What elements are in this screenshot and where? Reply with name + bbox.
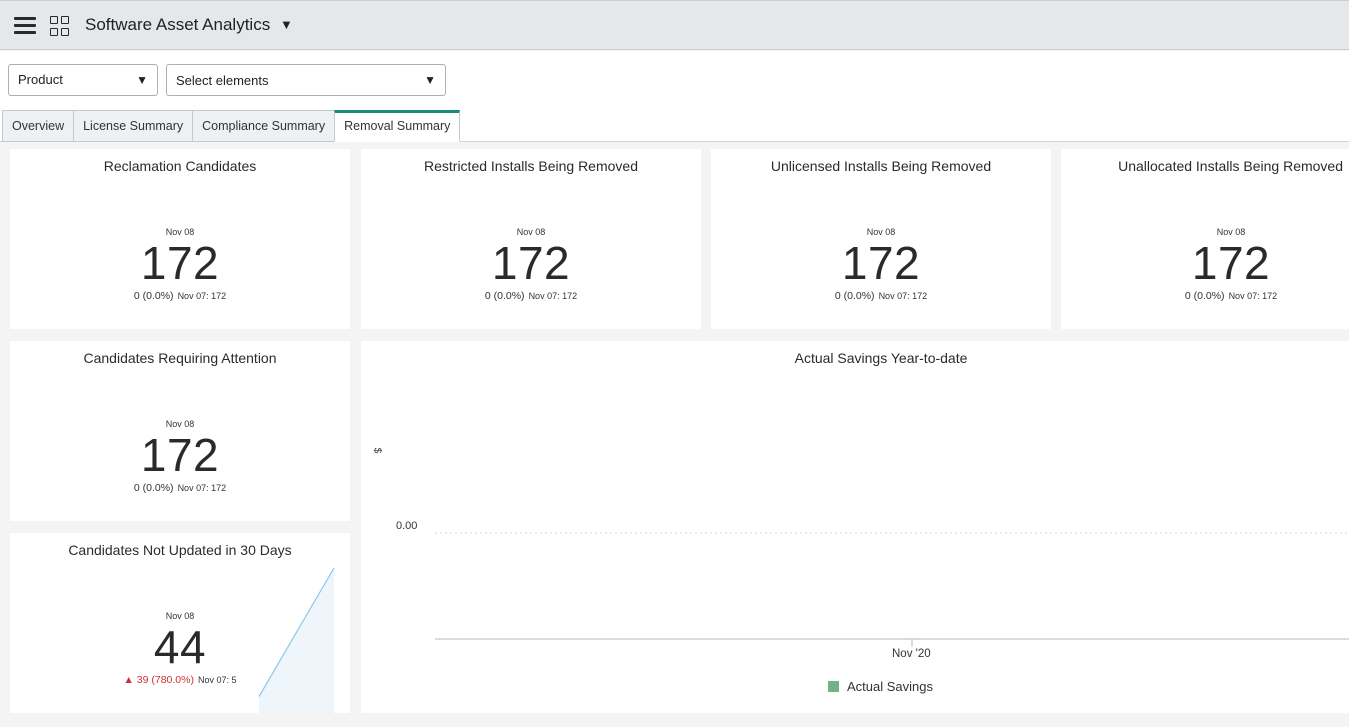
sparkline-line <box>258 567 335 697</box>
kpi-change: ▲ 39 (780.0%) Nov 07: 5 <box>10 674 350 686</box>
kpi-delta: 0 (0.0%) <box>1184 290 1225 302</box>
sparkline-chart <box>258 567 335 713</box>
kpi-previous: Nov 07: 172 <box>177 483 227 493</box>
card-title: Candidates Not Updated in 30 Days <box>68 542 292 558</box>
kpi-block: Nov 08 172 0 (0.0%) Nov 07: 172 <box>361 227 701 302</box>
unlicensed-installs-card[interactable]: Unlicensed Installs Being Removed Nov 08… <box>711 149 1051 329</box>
sparkline-area <box>259 568 334 713</box>
filter-toolbar: Product ▼ Select elements ▼ Overview Lic… <box>0 51 1349 142</box>
unallocated-installs-card[interactable]: Unallocated Installs Being Removed Nov 0… <box>1061 149 1349 329</box>
grid-icon[interactable] <box>50 16 70 36</box>
card-title: Restricted Installs Being Removed <box>424 158 638 174</box>
kpi-date: Nov 08 <box>1216 227 1246 237</box>
kpi-delta: 0 (0.0%) <box>133 290 174 302</box>
kpi-previous: Nov 07: 5 <box>197 675 237 685</box>
kpi-previous: Nov 07: 172 <box>878 291 928 301</box>
kpi-date: Nov 08 <box>165 611 195 621</box>
kpi-change: 0 (0.0%) Nov 07: 172 <box>711 290 1051 302</box>
bottom-edge <box>0 722 1349 727</box>
menu-icon[interactable] <box>14 17 36 35</box>
kpi-date: Nov 08 <box>866 227 896 237</box>
chart-plot-area <box>435 532 1349 647</box>
kpi-block: Nov 08 172 0 (0.0%) Nov 07: 172 <box>10 227 350 302</box>
kpi-date: Nov 08 <box>165 419 195 429</box>
card-title: Unallocated Installs Being Removed <box>1118 158 1343 174</box>
caret-down-icon[interactable]: ▼ <box>280 17 293 32</box>
kpi-value: 172 <box>491 237 571 289</box>
legend-swatch <box>828 681 839 692</box>
tab-compliance-summary[interactable]: Compliance Summary <box>192 110 335 142</box>
kpi-value: 172 <box>841 237 921 289</box>
chart-legend[interactable]: Actual Savings <box>828 679 933 694</box>
y-tick-label: 0.00 <box>396 520 418 532</box>
tab-overview[interactable]: Overview <box>2 110 74 142</box>
kpi-value: 44 <box>153 621 207 673</box>
kpi-block: Nov 08 172 0 (0.0%) Nov 07: 172 <box>1061 227 1349 302</box>
kpi-value: 172 <box>140 237 220 289</box>
kpi-delta: 0 (0.0%) <box>484 290 525 302</box>
kpi-previous: Nov 07: 172 <box>528 291 578 301</box>
product-dropdown-label: Product <box>18 72 63 87</box>
app-header: Software Asset Analytics ▼ <box>0 0 1349 50</box>
kpi-change: 0 (0.0%) Nov 07: 172 <box>361 290 701 302</box>
select-elements-dropdown[interactable]: Select elements ▼ <box>166 64 446 96</box>
kpi-delta: 0 (0.0%) <box>834 290 875 302</box>
kpi-change: 0 (0.0%) Nov 07: 172 <box>1061 290 1349 302</box>
kpi-previous: Nov 07: 172 <box>1228 291 1278 301</box>
product-dropdown[interactable]: Product ▼ <box>8 64 158 96</box>
tab-license-summary[interactable]: License Summary <box>73 110 193 142</box>
chart-title: Actual Savings Year-to-date <box>794 350 968 366</box>
kpi-delta: ▲ 39 (780.0%) <box>123 674 194 686</box>
kpi-value: 172 <box>1191 237 1271 289</box>
candidates-attention-card[interactable]: Candidates Requiring Attention Nov 08 17… <box>10 341 350 521</box>
kpi-value: 172 <box>140 429 220 481</box>
kpi-block: Nov 08 172 0 (0.0%) Nov 07: 172 <box>711 227 1051 302</box>
legend-label: Actual Savings <box>847 679 933 694</box>
select-elements-label: Select elements <box>176 73 269 88</box>
tab-bar: Overview License Summary Compliance Summ… <box>2 110 461 142</box>
card-title: Unlicensed Installs Being Removed <box>770 158 992 174</box>
kpi-previous: Nov 07: 172 <box>177 291 227 301</box>
kpi-date: Nov 08 <box>516 227 546 237</box>
caret-down-icon: ▼ <box>136 73 148 87</box>
reclamation-candidates-card[interactable]: Reclamation Candidates Nov 08 172 0 (0.0… <box>10 149 350 329</box>
kpi-block: Nov 08 44 ▲ 39 (780.0%) Nov 07: 5 <box>10 611 350 686</box>
caret-down-icon: ▼ <box>424 73 436 87</box>
kpi-change: 0 (0.0%) Nov 07: 172 <box>10 290 350 302</box>
card-title: Candidates Requiring Attention <box>83 350 277 366</box>
app-title: Software Asset Analytics <box>85 15 271 34</box>
kpi-delta: 0 (0.0%) <box>133 482 174 494</box>
card-title: Reclamation Candidates <box>103 158 257 174</box>
actual-savings-chart-card[interactable]: Actual Savings Year-to-date $ 0.00 Nov '… <box>361 341 1349 713</box>
x-tick-label: Nov '20 <box>892 648 931 660</box>
tab-removal-summary[interactable]: Removal Summary <box>334 110 461 142</box>
candidates-not-updated-card[interactable]: Candidates Not Updated in 30 Days Nov 08… <box>10 533 350 713</box>
kpi-block: Nov 08 172 0 (0.0%) Nov 07: 172 <box>10 419 350 494</box>
restricted-installs-card[interactable]: Restricted Installs Being Removed Nov 08… <box>361 149 701 329</box>
kpi-change: 0 (0.0%) Nov 07: 172 <box>10 482 350 494</box>
kpi-date: Nov 08 <box>165 227 195 237</box>
